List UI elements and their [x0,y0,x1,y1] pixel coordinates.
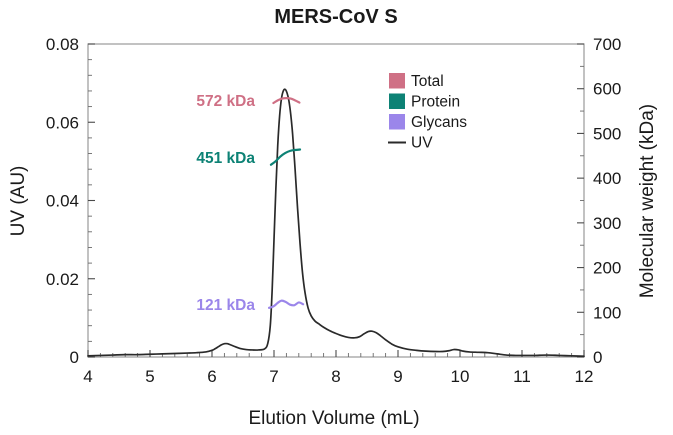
x-tick-label: 9 [393,367,402,386]
y-tick-label-left: 0.08 [46,35,79,54]
y-tick-label-left: 0.06 [46,113,79,132]
series-glycans [267,299,305,309]
annotation-layer: 572 kDa 451 kDa 121 kDa [196,93,255,314]
chart-title: MERS-CoV S [274,6,397,28]
y-tick-label-right: 600 [593,80,621,99]
legend-box: Total Protein Glycans UV [388,73,467,152]
y-axis-label-right: Molecular weight (kDa) [637,104,658,298]
x-tick-label: 4 [83,367,92,386]
y-tick-label-right: 0 [593,348,602,367]
x-tick-label: 5 [145,367,154,386]
y-tick-label-right: 200 [593,259,621,278]
series-uv [87,88,585,358]
annotation-protein-mass: 451 kDa [196,150,255,167]
legend-swatch-glycans [389,114,405,130]
series-total [272,97,301,105]
data-series-layer [87,88,585,358]
legend-swatch-total [389,73,405,89]
legend-label-total: Total [411,73,444,90]
series-protein [269,148,302,166]
y-axis-left: 0 0.02 0.04 0.06 0.08 [46,35,95,367]
x-tick-label: 10 [451,367,470,386]
x-tick-label: 8 [331,367,340,386]
x-tick-label: 11 [513,367,531,386]
legend-label-glycans: Glycans [411,114,467,131]
annotation-glycan-mass: 121 kDa [196,297,255,314]
y-axis-right: 0 100 200 300 400 500 600 700 [577,35,621,367]
x-tick-label: 12 [575,367,594,386]
y-tick-label-right: 500 [593,124,621,143]
y-tick-label-right: 300 [593,214,621,233]
legend-label-uv: UV [411,135,433,152]
x-tick-label: 6 [207,367,216,386]
legend-label-protein: Protein [411,94,460,111]
y-tick-label-left: 0.02 [46,270,79,289]
y-tick-label-right: 100 [593,303,621,322]
y-tick-label-right: 400 [593,169,621,188]
y-tick-label-right: 700 [593,35,621,54]
y-tick-label-left: 0.04 [46,192,79,211]
legend-swatch-protein [389,93,405,109]
x-axis: 4 5 6 7 8 9 10 11 12 [83,350,593,386]
x-axis-label: Elution Volume (mL) [248,408,419,429]
y-axis-label-left: UV (AU) [8,166,29,237]
annotation-total-mass: 572 kDa [196,93,255,110]
x-tick-label: 7 [269,367,278,386]
y-tick-label-left: 0 [70,348,79,367]
